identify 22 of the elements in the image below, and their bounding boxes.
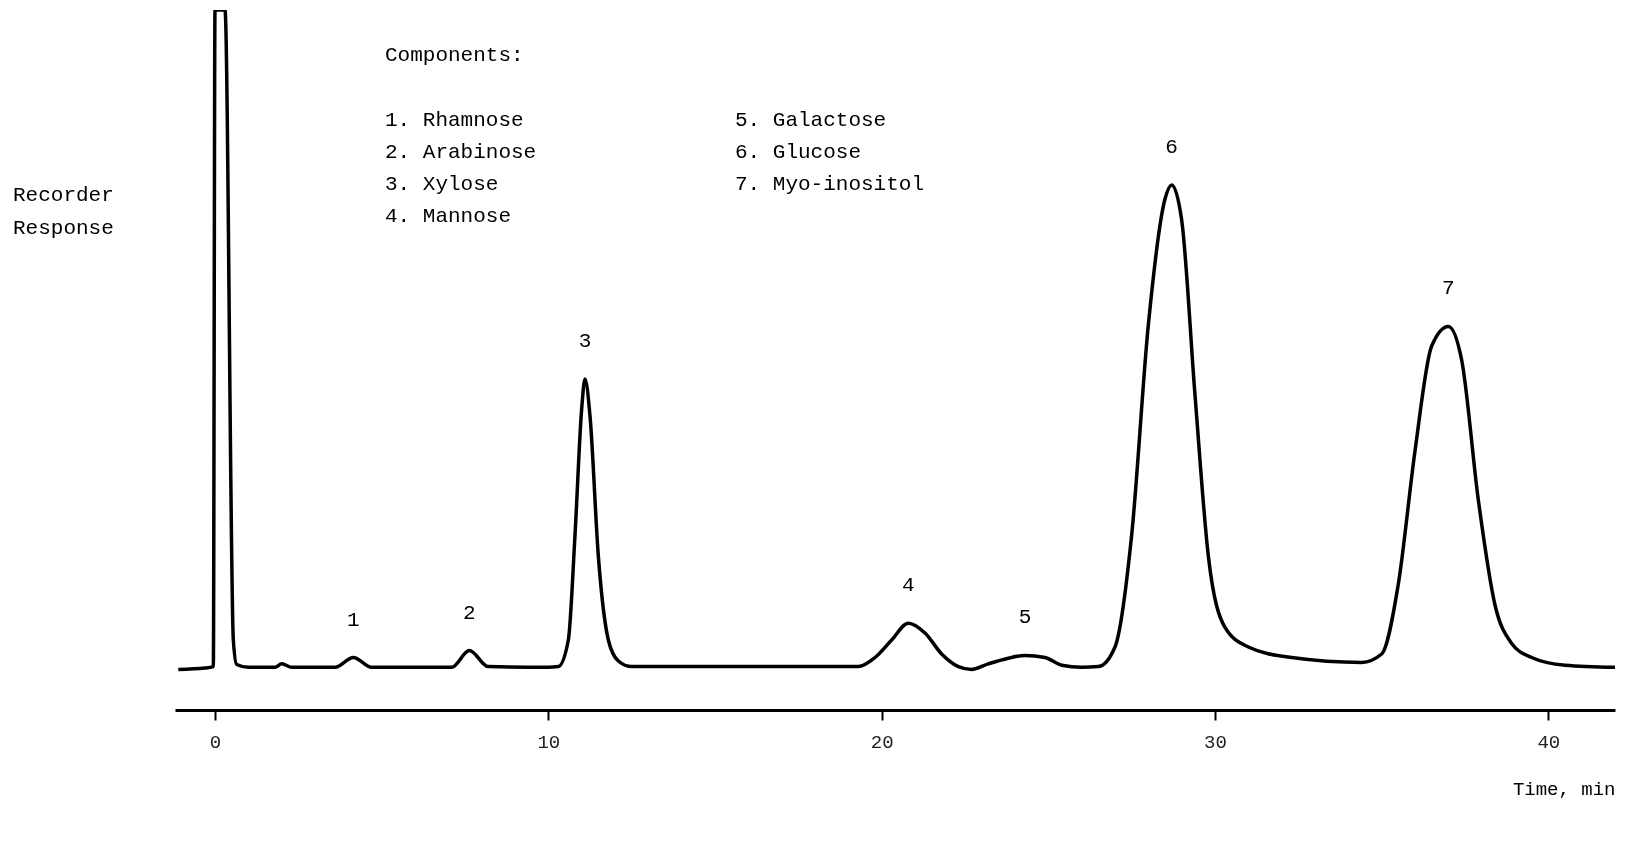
annotation: 1 <box>347 608 360 632</box>
x-tick-label: 20 <box>870 731 894 754</box>
y-axis-title: Recorder Response <box>13 184 114 240</box>
annotation: 1. Rhamnose <box>385 109 524 132</box>
annotation: 6 <box>1165 136 1178 159</box>
annotation: 4. Mannose <box>385 205 512 228</box>
annotation: 4 <box>902 574 915 598</box>
annotation: 3. Xylose <box>385 173 499 196</box>
annotation: 7 <box>1442 277 1455 301</box>
x-axis-title: Time, min <box>1512 778 1616 801</box>
annotation: 6. Glucose <box>735 141 862 164</box>
x-tick-label: 10 <box>537 731 561 754</box>
x-tick-label: 30 <box>1204 731 1227 754</box>
annotation: 5 <box>1018 606 1032 630</box>
annotation: Components: <box>385 44 524 67</box>
x-tick-label: 0 <box>209 731 222 754</box>
annotation: 3 <box>578 329 592 353</box>
annotation: 7. Myo-inositol <box>735 173 925 196</box>
annotation: 2. Arabinose <box>385 141 537 164</box>
annotation: 2 <box>463 601 476 625</box>
x-tick-label: 40 <box>1537 731 1561 754</box>
annotation: 5. Galactose <box>735 109 887 132</box>
